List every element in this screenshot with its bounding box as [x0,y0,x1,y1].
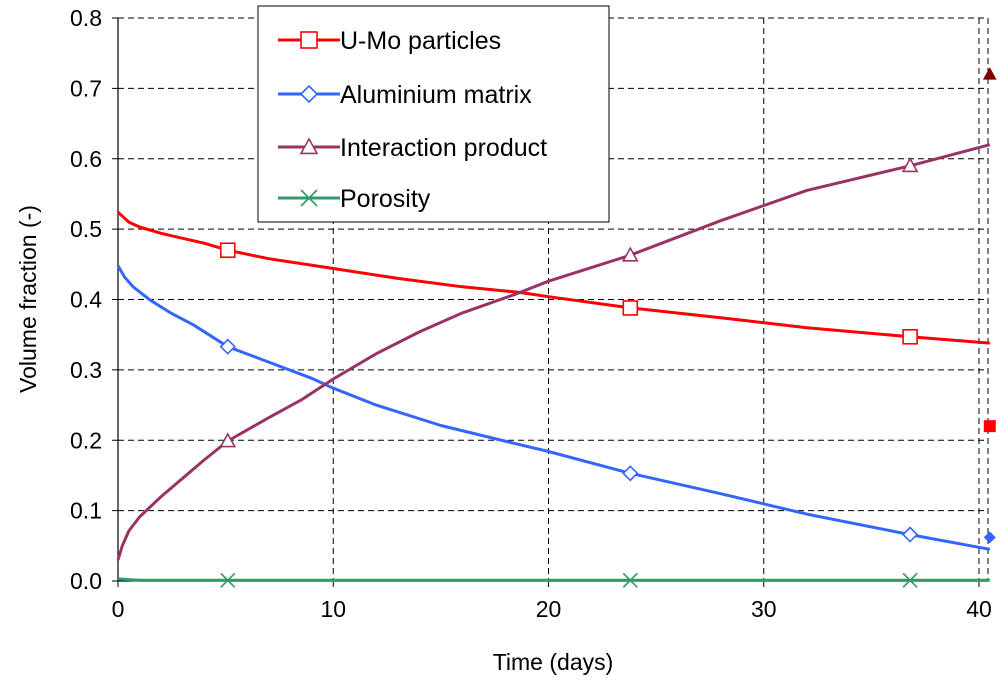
legend-marker-u-mo-particles [300,31,318,49]
y-tick-label: 0.6 [70,146,102,172]
y-tick-label: 0.7 [70,75,102,101]
legend-label: Porosity [340,185,431,213]
marker-interaction-product [901,157,919,173]
series-line-u-mo-particles [116,211,990,345]
extra-points [982,67,997,544]
point-filled-triangle [982,67,997,80]
marker-aluminium-matrix [622,465,639,482]
marker-porosity [220,572,236,588]
y-axis-title: Volume fraction (-) [15,205,41,393]
y-tick-label: 0.0 [70,568,102,594]
legend-label: Interaction product [340,134,547,162]
y-tick-label: 0.4 [70,287,102,313]
marker-aluminium-matrix [219,338,236,355]
marker-porosity [902,572,918,588]
x-tick-label: 40 [966,596,992,622]
legend-marker-interaction-product [299,137,319,155]
series-line-aluminium-matrix [116,264,991,551]
marker-u-mo-particles [902,328,918,345]
marker-u-mo-particles [219,242,236,259]
legend-marker-porosity [300,189,318,207]
x-tick-label: 10 [320,596,346,622]
y-tick-label: 0.5 [70,216,102,242]
y-tick-label: 0.3 [70,357,102,383]
x-tick-label: 30 [751,596,777,622]
x-axis-title: Time (days) [493,649,614,675]
series-line-porosity [117,577,990,582]
y-tick-label: 0.8 [70,5,102,31]
series-markers [219,157,919,588]
series-lines [116,143,991,582]
point-filled-diamond [983,531,996,544]
marker-aluminium-matrix [901,526,919,543]
axes: 0.0 0.1 0.2 0.3 0.4 0.5 0.6 0.7 0.8 0 10 20 30 40 [70,5,992,622]
marker-interaction-product [621,246,639,262]
series-line-interaction-product [116,143,991,561]
y-tick-label: 0.2 [70,427,102,453]
marker-interaction-product [219,432,237,448]
y-tick-label: 0.1 [70,498,102,524]
x-tick-label: 20 [536,596,562,622]
legend-label: U-Mo particles [340,27,501,55]
marker-u-mo-particles [622,300,639,316]
legend-marker-aluminium-matrix [299,84,319,104]
x-tick-label: 0 [112,596,125,622]
point-filled-square [983,420,996,433]
legend-label: Aluminium matrix [340,81,532,109]
legend: U-Mo particles Aluminium matrix Interactio… [257,5,610,223]
marker-porosity [622,572,638,588]
